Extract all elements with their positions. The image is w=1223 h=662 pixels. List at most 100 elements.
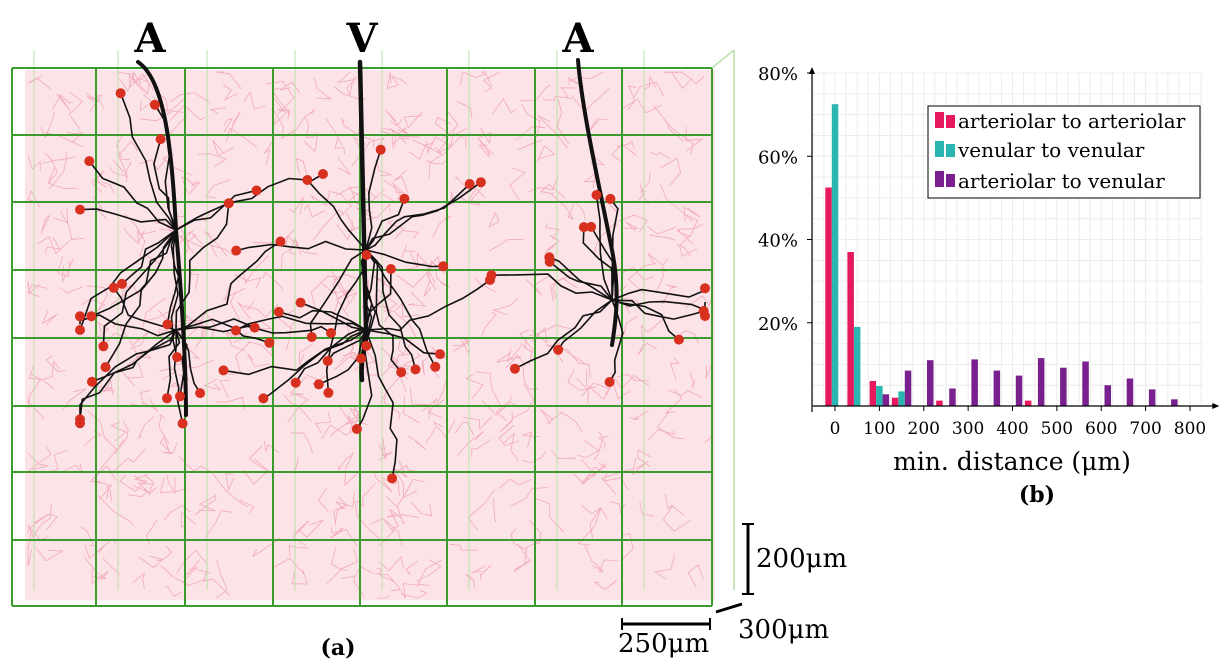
bar-arteriolar-to-arteriolar-100 [869,381,877,406]
terminal-point [108,282,119,293]
bar-arteriolar-to-arteriolar-150 [891,397,899,406]
terminal-point [318,169,328,179]
bar-arteriolar-to-arteriolar-50 [847,252,854,406]
branch-vein [236,240,367,252]
terminal-point [438,261,449,272]
terminal-point [604,377,615,387]
chart-legend: arteriolar to arteriolar venular to venu… [927,105,1201,199]
branch-vein [365,149,382,251]
terminal-point [275,236,286,247]
y-tick-label: 20% [758,314,798,335]
terminal-point [553,344,564,355]
legend-swatch-av [935,171,944,187]
terminal-point [258,393,269,404]
terminal-point [361,340,372,351]
terminal-point [578,222,589,233]
legend-swatch-vv [935,141,944,157]
terminal-point [385,264,396,274]
terminal-point [435,349,445,360]
branch-artery-right [514,299,613,370]
terminal-point [84,156,95,167]
terminal-point [302,175,313,185]
legend-swatch-vv-2 [946,144,955,157]
legend-label-aa: arteriolar to arteriolar [958,109,1186,133]
legend-box [927,105,1201,199]
terminal-point [361,250,372,260]
branch-vein [223,329,367,376]
bar-venular-to-venular-150 [898,391,905,406]
terminal-point [155,134,166,145]
terminal-point [249,322,260,333]
terminal-point [326,328,336,338]
bar-venular-to-venular-50 [853,326,861,406]
branch-vein [278,309,367,331]
terminal-point [86,311,97,322]
x-tick-label: 500 [1041,419,1073,439]
x-tick-label: 800 [1174,419,1206,439]
branch-vein [365,198,406,251]
branch-vein [327,329,367,362]
terminal-point [231,245,242,256]
terminal-point [115,88,126,99]
branch-artery-left [79,329,177,424]
terminal-point [544,256,555,267]
branch-artery-right [557,299,613,351]
branch-vein [365,329,398,479]
terminal-point [673,334,684,345]
x-tick-label: 300 [952,419,984,439]
bar-arteriolar-to-venular-650 [1126,378,1134,406]
terminal-point [356,353,367,364]
branch-artery-left [121,229,177,285]
branch-artery-left [91,229,177,317]
panel-a: A V A 200μm 250μm 300μm (a) [11,15,847,661]
branch-vein [235,315,367,332]
y-tick-label: 40% [758,231,798,252]
branch-vein [318,329,367,386]
bar-arteriolar-to-arteriolar-250 [936,400,943,406]
bar-arteriolar-to-venular-150 [904,370,912,406]
branch-vein [262,329,367,400]
terminal-points [75,88,710,484]
branch-artery-left [102,229,177,347]
terminal-point [399,193,410,204]
terminal-point [195,388,206,399]
branch-artery-right [609,198,619,301]
branch-vein [365,249,437,368]
branch-artery-left [154,104,177,231]
terminal-point [410,364,421,375]
terminal-point [264,337,275,348]
terminal-point [75,418,85,429]
bar-arteriolar-to-venular-350 [993,370,1001,406]
branch-vein [360,249,377,359]
branch-vein [365,183,471,251]
panel-b-caption: (b) [1019,482,1055,508]
y-axis-arrow [809,67,815,74]
terminal-point [100,362,111,373]
y-tick-label: 80% [758,64,798,85]
terminal-point [223,198,234,209]
legend-swatch-aa-2 [946,115,955,128]
terminal-point [218,365,229,376]
branch-artery-left [175,329,201,394]
bar-arteriolar-to-venular-750 [1171,399,1178,406]
bar-arteriolar-to-venular-300 [971,359,978,406]
terminal-point [290,377,301,388]
bar-arteriolar-to-venular-600 [1104,385,1111,406]
terminal-point [75,204,85,215]
x-tick-label: 400 [996,419,1028,439]
branch-vein [365,249,402,373]
branch-artery-left [175,240,281,331]
scale-bar-horizontal-label: 250μm [618,629,709,659]
terminal-point [700,311,710,321]
terminal-point [230,325,241,336]
x-tick-label: 600 [1085,419,1117,439]
trunk-artery-right [576,58,619,347]
vessel-label-artery-left: A [133,15,166,62]
branch-artery-left [104,229,177,368]
legend-label-vv: venular to venular [957,138,1145,162]
bar-arteriolar-to-venular-500 [1060,367,1067,406]
bar-arteriolar-to-venular-450 [1037,358,1045,406]
bar-arteriolar-to-venular-700 [1148,389,1156,406]
vessel-label-vein: V [345,15,378,62]
x-axis-label: min. distance (μm) [893,447,1131,476]
